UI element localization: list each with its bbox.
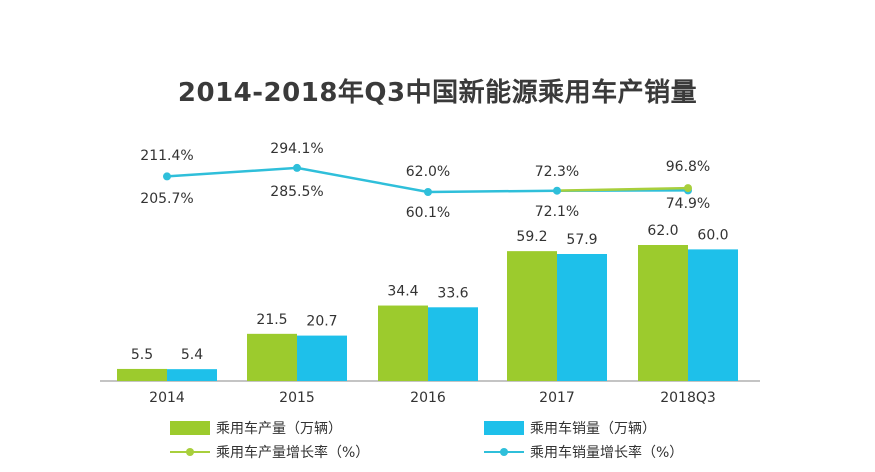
legend-production-growth-swatch [170, 445, 210, 459]
data-label-sales-growth: 74.9% [666, 196, 710, 212]
legend-production-swatch [170, 421, 210, 435]
data-label-production: 59.2 [516, 229, 547, 245]
bar-production [117, 368, 167, 381]
point-production-growth [684, 184, 692, 193]
bar-sales [428, 307, 478, 381]
legend-production-growth-label: 乘用车产量增长率（%） [216, 445, 370, 461]
data-label-production-growth: 294.1% [270, 141, 323, 157]
data-label-production-growth: 96.8% [666, 159, 710, 175]
x-tick-label: 2014 [149, 390, 185, 406]
legend-production: 乘用车产量（万辆） [170, 418, 342, 438]
data-label-production-growth: 72.3% [535, 164, 579, 180]
point-sales-growth [293, 163, 301, 172]
legend-sales-growth: 乘用车销量增长率（%） [484, 442, 683, 462]
data-label-sales-growth: 60.1% [406, 205, 450, 221]
legend-sales-growth-label: 乘用车销量增长率（%） [530, 445, 684, 461]
point-sales-growth [163, 172, 171, 181]
data-label-production-growth: 62.0% [406, 164, 450, 180]
bar-production [247, 333, 297, 381]
bar-sales [557, 253, 607, 381]
bar-sales [297, 335, 347, 381]
bar-sales [167, 369, 217, 381]
x-tick-label: 2016 [410, 390, 446, 406]
line-production-growth [556, 186, 689, 192]
x-tick-label: 2018Q3 [660, 390, 716, 406]
bar-production [638, 245, 688, 381]
bar-production [378, 305, 428, 381]
data-label-sales-growth: 72.1% [535, 204, 579, 220]
x-tick-label: 2017 [539, 390, 575, 406]
data-label-sales-growth: 205.7% [140, 191, 193, 207]
x-tick-label: 2015 [279, 390, 315, 406]
data-label-production: 62.0 [647, 223, 678, 239]
legend-sales: 乘用车销量（万辆） [484, 418, 656, 438]
data-label-sales: 5.4 [181, 347, 203, 363]
bar-production [507, 251, 557, 381]
data-label-production: 5.5 [131, 347, 153, 363]
data-label-production: 34.4 [387, 284, 418, 300]
data-label-sales: 20.7 [306, 314, 337, 330]
legend-sales-growth-swatch [484, 445, 524, 459]
chart-title: 2014-2018年Q3中国新能源乘用车产销量 [177, 78, 698, 108]
data-label-production-growth: 211.4% [140, 148, 193, 164]
data-label-sales-growth: 285.5% [270, 184, 323, 200]
legend-production-growth: 乘用车产量增长率（%） [170, 442, 369, 462]
data-label-sales: 33.6 [437, 285, 468, 301]
data-label-production: 21.5 [256, 312, 287, 328]
bar-sales [688, 249, 738, 381]
point-sales-growth [424, 187, 432, 196]
legend-sales-label: 乘用车销量（万辆） [530, 421, 656, 437]
data-label-sales: 57.9 [566, 232, 597, 248]
data-label-sales: 60.0 [697, 227, 728, 243]
point-sales-growth [553, 186, 561, 195]
legend-sales-swatch [484, 421, 524, 435]
legend-production-label: 乘用车产量（万辆） [216, 421, 342, 437]
